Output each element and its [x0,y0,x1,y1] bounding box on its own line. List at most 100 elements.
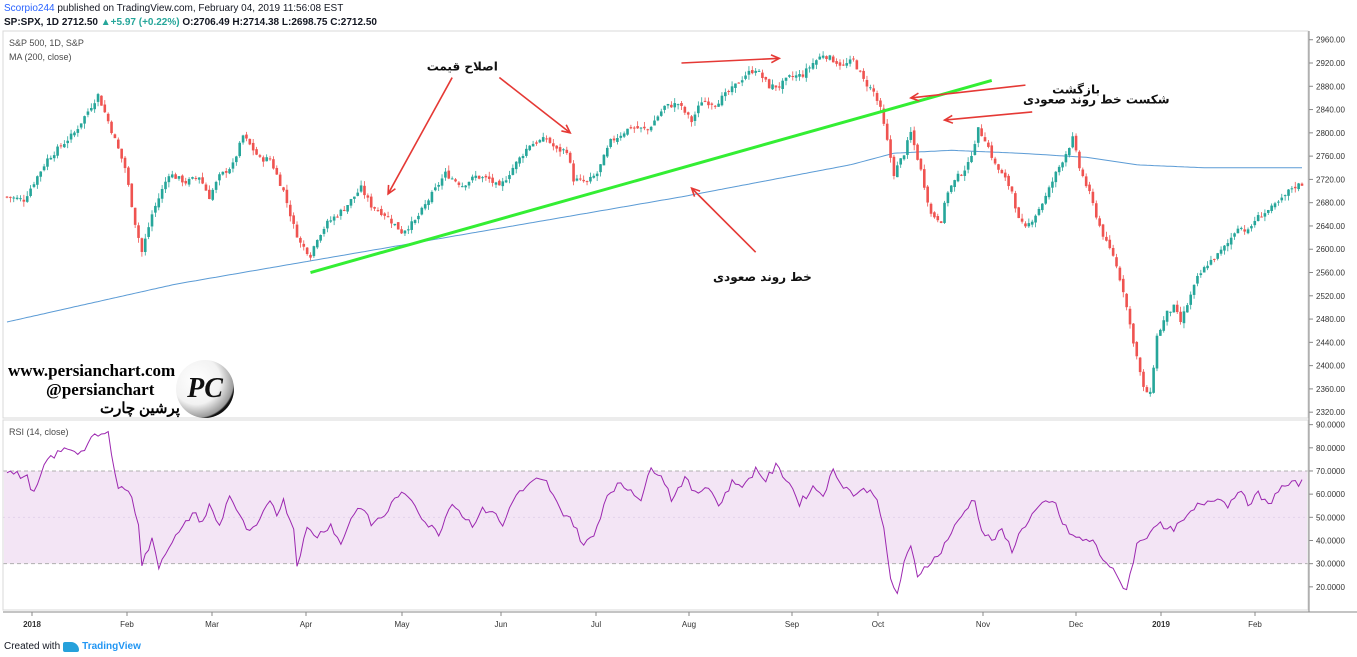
uptrend-line [310,79,993,274]
candle-body [572,163,575,182]
candle-body [754,70,757,73]
candle-body [771,84,774,90]
candle-body [154,205,157,213]
candle-body [56,146,59,156]
candle-body [579,178,582,180]
time-tick-label: Apr [300,620,313,629]
candle-body [842,64,845,66]
price-tick-label: 2560.00 [1316,269,1345,278]
candle-body [545,138,548,140]
candle-body [46,158,49,167]
candle-body [902,155,906,160]
candle-body [504,180,508,183]
candle-body [501,181,505,187]
price-tick-label: 2720.00 [1316,175,1345,184]
annotation-arrow [681,57,780,64]
candle-body [1101,224,1105,237]
candle-body [929,203,933,214]
candle-body [919,158,923,170]
candle-body [302,243,306,247]
price-tick-label: 2480.00 [1316,315,1345,324]
candle-body [734,83,737,88]
candle-body [1115,257,1118,267]
candle-body [1246,229,1250,234]
candle-body [656,116,660,121]
candle-body [326,220,329,229]
candle-body [1172,304,1176,313]
candle-body [369,196,373,208]
candle-body [835,61,838,64]
candle-body [926,186,929,203]
candle-body [535,142,538,144]
ma200-line [6,149,1302,323]
candle-body [403,230,407,234]
candle-body [133,207,137,225]
candle-body [963,170,967,176]
candle-body [106,113,110,122]
candle-body [423,204,427,209]
candle-body [1088,184,1091,192]
candle-body [1030,221,1034,225]
price-tick-label: 2960.00 [1316,36,1345,45]
arrow-head [690,186,701,197]
candle-body [1165,310,1169,322]
candle-body [1138,357,1142,373]
candle-body [1047,187,1051,198]
candle-body [767,79,771,89]
candle-body [798,74,801,77]
rsi-layer [3,430,1308,595]
candle-body [906,140,909,155]
candle-body [450,178,454,180]
last-price: 2712.50 [61,17,98,28]
candle-body [653,120,656,126]
candle-body [892,156,896,177]
candle-body [255,149,258,155]
candle-body [262,157,265,162]
candle-body [83,116,86,124]
candle-body [602,154,606,166]
candle-body [427,200,430,206]
candle-body [1159,329,1162,336]
candle-body [548,137,552,143]
candle-body [211,189,215,200]
arrow-head [942,114,954,124]
price-tick-label: 2800.00 [1316,129,1345,138]
candle-body [1223,245,1226,251]
rsi-tick-label: 60.0000 [1316,490,1345,499]
candle-body [170,174,174,178]
candle-body [747,70,751,75]
candle-body [525,148,528,156]
candle-body [619,135,623,138]
candle-body [1229,237,1233,245]
candle-body [818,56,822,60]
candle-body [1017,207,1021,219]
candle-body [922,169,926,188]
annotation-text: اصلاح قیمت [427,60,498,74]
candle-body [791,76,795,78]
candle-body [848,59,852,64]
candle-body [329,220,333,222]
tradingview-link[interactable]: TradingView [82,641,141,652]
candle-body [636,126,639,129]
candle-body [332,216,336,221]
author-link[interactable]: Scorpio244 [4,3,55,14]
time-tick-label: Feb [120,620,134,629]
candle-body [1263,213,1267,217]
candle-body [585,181,589,183]
candle-body [150,214,154,227]
candle-body [336,216,339,218]
candle-body [511,167,515,175]
price-tick-label: 2440.00 [1316,338,1345,347]
candle-body [454,179,457,182]
candle-body [1273,203,1277,208]
candle-body [774,85,778,88]
candle-body [1024,223,1027,227]
candle-body [245,134,248,139]
candle-body [79,123,83,128]
candle-body [639,127,643,129]
candle-body [491,177,494,183]
time-tick-label: May [394,620,409,629]
candle-body [228,169,231,174]
ma200-layer [6,149,1302,323]
